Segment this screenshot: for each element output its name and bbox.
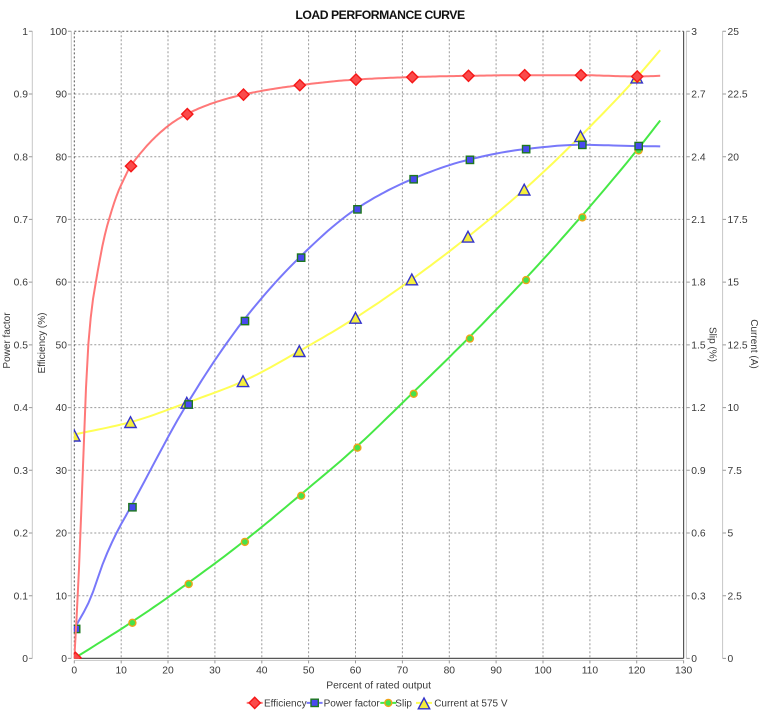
svg-text:80: 80 (444, 666, 456, 677)
svg-text:1: 1 (22, 27, 28, 38)
svg-text:17.5: 17.5 (728, 215, 748, 226)
svg-text:Power factor: Power factor (2, 312, 13, 369)
svg-text:Current (A): Current (A) (748, 319, 759, 368)
svg-text:0.7: 0.7 (14, 215, 29, 226)
svg-text:0: 0 (22, 654, 28, 665)
svg-text:10: 10 (115, 666, 127, 677)
svg-text:0.9: 0.9 (14, 90, 29, 101)
svg-text:Efficiency: Efficiency (264, 699, 307, 710)
svg-text:1.2: 1.2 (691, 403, 706, 414)
svg-text:50: 50 (303, 666, 315, 677)
svg-text:70: 70 (397, 666, 409, 677)
svg-text:70: 70 (56, 215, 68, 226)
svg-text:0.9: 0.9 (691, 466, 706, 477)
svg-text:20: 20 (162, 666, 174, 677)
svg-text:60: 60 (350, 666, 362, 677)
svg-text:Slip (%): Slip (%) (707, 327, 718, 362)
svg-text:80: 80 (56, 152, 68, 163)
svg-text:50: 50 (56, 341, 68, 352)
svg-text:20: 20 (56, 529, 68, 540)
svg-text:Power factor: Power factor (324, 699, 381, 710)
svg-text:0.6: 0.6 (691, 529, 706, 540)
svg-text:60: 60 (56, 278, 68, 289)
svg-text:40: 40 (56, 403, 68, 414)
svg-text:3: 3 (691, 27, 697, 38)
svg-text:2.4: 2.4 (691, 152, 706, 163)
svg-text:0.6: 0.6 (14, 278, 29, 289)
svg-text:Slip: Slip (395, 699, 412, 710)
svg-text:0.3: 0.3 (14, 466, 29, 477)
svg-text:1.8: 1.8 (691, 278, 706, 289)
svg-text:12.5: 12.5 (728, 341, 748, 352)
svg-text:Percent of rated output: Percent of rated output (326, 681, 431, 692)
svg-text:0.1: 0.1 (14, 591, 29, 602)
svg-text:7.5: 7.5 (728, 466, 743, 477)
svg-text:90: 90 (490, 666, 502, 677)
svg-text:0: 0 (61, 654, 67, 665)
svg-text:25: 25 (728, 27, 740, 38)
svg-text:22.5: 22.5 (728, 90, 748, 101)
svg-text:120: 120 (628, 666, 645, 677)
svg-text:30: 30 (56, 466, 68, 477)
svg-text:Current at 575 V: Current at 575 V (434, 699, 508, 710)
svg-text:0: 0 (71, 666, 77, 677)
svg-text:0.2: 0.2 (14, 529, 29, 540)
svg-text:1.5: 1.5 (691, 341, 706, 352)
svg-text:0: 0 (728, 654, 734, 665)
svg-text:2.1: 2.1 (691, 215, 706, 226)
svg-text:Efficiency (%): Efficiency (%) (37, 313, 48, 374)
svg-text:2.5: 2.5 (728, 591, 743, 602)
svg-text:40: 40 (256, 666, 268, 677)
svg-text:0: 0 (691, 654, 697, 665)
svg-text:130: 130 (675, 666, 692, 677)
svg-text:90: 90 (56, 90, 68, 101)
svg-text:5: 5 (728, 529, 734, 540)
svg-text:100: 100 (534, 666, 551, 677)
svg-text:10: 10 (56, 591, 68, 602)
svg-text:15: 15 (728, 278, 740, 289)
svg-text:10: 10 (728, 403, 740, 414)
svg-text:LOAD PERFORMANCE CURVE: LOAD PERFORMANCE CURVE (295, 8, 465, 22)
svg-text:0.4: 0.4 (14, 403, 29, 414)
svg-text:100: 100 (50, 27, 67, 38)
svg-text:110: 110 (582, 666, 599, 677)
svg-text:0.3: 0.3 (691, 591, 706, 602)
svg-text:30: 30 (209, 666, 221, 677)
svg-text:0.5: 0.5 (14, 341, 29, 352)
svg-text:2.7: 2.7 (691, 90, 706, 101)
svg-text:20: 20 (728, 152, 740, 163)
svg-text:0.8: 0.8 (14, 152, 29, 163)
